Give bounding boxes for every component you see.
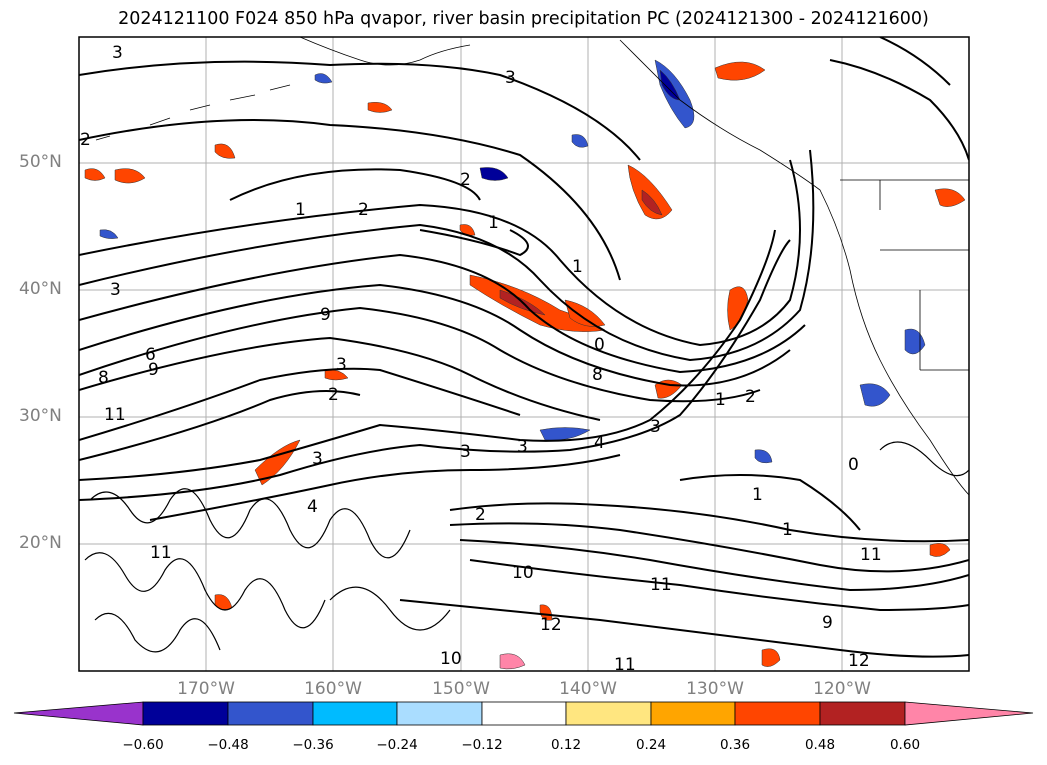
colorbar-cell: [819, 701, 906, 726]
contour-label: 2: [80, 130, 91, 150]
contour-label: 2: [460, 170, 471, 190]
colorbar-tick-label: 0.36: [719, 737, 751, 753]
lon-label-140w: 140°W: [559, 679, 617, 699]
lat-label-30n: 30°N: [19, 406, 62, 426]
colorbar-cell: [565, 701, 652, 726]
contour-label: 2: [475, 505, 486, 525]
colorbar-tick-label: −0.12: [461, 737, 503, 753]
contour-label: 11: [150, 543, 172, 563]
contour-label: 3: [650, 417, 661, 437]
lat-label-50n: 50°N: [19, 152, 62, 172]
lon-label-150w: 150°W: [432, 679, 490, 699]
colorbar-cell: [396, 701, 483, 726]
contour-label: 2: [328, 385, 339, 405]
contour-label: 3: [110, 280, 121, 300]
contour-label: 1: [295, 200, 306, 220]
contour-label: 3: [460, 442, 471, 462]
contour-label: 12: [540, 615, 562, 635]
contour-label: 3: [505, 68, 516, 88]
colorbar-extend-min: [13, 701, 144, 726]
contour-label: 3: [312, 449, 323, 469]
colorbar: [13, 701, 1034, 726]
colorbar-cell: [734, 701, 821, 726]
contour-label: 2: [358, 200, 369, 220]
coastlines: [95, 37, 969, 496]
lon-label-160w: 160°W: [304, 679, 362, 699]
qvapor-contours-thin: [84, 441, 969, 653]
colorbar-extend-max: [904, 701, 1034, 726]
contour-label: 0: [594, 335, 605, 355]
contour-label: 9: [320, 305, 331, 325]
contour-label: 4: [594, 433, 605, 453]
contour-labels: 3 3 2 2 1 2 1 1 3 9 6 8 9 0 3 2 8 11 3 3…: [80, 43, 882, 675]
contour-label: 11: [860, 545, 882, 565]
contour-label: 11: [104, 405, 126, 425]
contour-label: 0: [848, 455, 859, 475]
contour-label: 8: [98, 368, 109, 388]
colorbar-tick-label: 0.48: [804, 737, 836, 753]
contour-label: 1: [752, 485, 763, 505]
lon-label-130w: 130°W: [686, 679, 744, 699]
contour-label: 1: [715, 390, 726, 410]
contour-label: 1: [782, 520, 793, 540]
contour-label: 10: [440, 649, 462, 669]
graticule: [79, 37, 969, 671]
lon-label-170w: 170°W: [177, 679, 235, 699]
precip-patches: [84, 59, 966, 670]
contour-label: 11: [650, 575, 672, 595]
colorbar-tick-label: 0.60: [889, 737, 921, 753]
colorbar-tick-label: 0.24: [635, 737, 667, 753]
colorbar-tick-label: 0.12: [550, 737, 582, 753]
contour-label: 3: [112, 43, 123, 63]
contour-label: 12: [848, 651, 870, 671]
contour-label: 11: [614, 655, 636, 675]
lat-label-20n: 20°N: [19, 533, 62, 553]
colorbar-cell: [227, 701, 314, 726]
contour-label: 4: [307, 497, 318, 517]
contour-label: 2: [745, 387, 756, 407]
contour-label: 6: [145, 345, 156, 365]
colorbar-cell: [481, 701, 567, 726]
contour-label: 3: [517, 437, 528, 457]
colorbar-tick-label: −0.60: [122, 737, 164, 753]
colorbar-cell: [312, 701, 398, 726]
contour-label: 1: [572, 257, 583, 277]
qvapor-contours: [79, 37, 969, 658]
contour-label: 10: [512, 563, 534, 583]
colorbar-cell: [650, 701, 736, 726]
colorbar-tick-label: −0.48: [207, 737, 249, 753]
lat-label-40n: 40°N: [19, 279, 62, 299]
lon-label-120w: 120°W: [813, 679, 871, 699]
contour-label: 9: [148, 360, 159, 380]
contour-label: 1: [488, 213, 499, 233]
map-frame: [78, 36, 970, 672]
colorbar-tick-label: −0.24: [376, 737, 418, 753]
contour-label: 9: [822, 613, 833, 633]
map-title: 2024121100 F024 850 hPa qvapor, river ba…: [118, 9, 929, 29]
colorbar-tick-label: −0.36: [292, 737, 334, 753]
contour-label: 3: [336, 355, 347, 375]
contour-label: 8: [592, 365, 603, 385]
colorbar-cell: [142, 701, 229, 726]
